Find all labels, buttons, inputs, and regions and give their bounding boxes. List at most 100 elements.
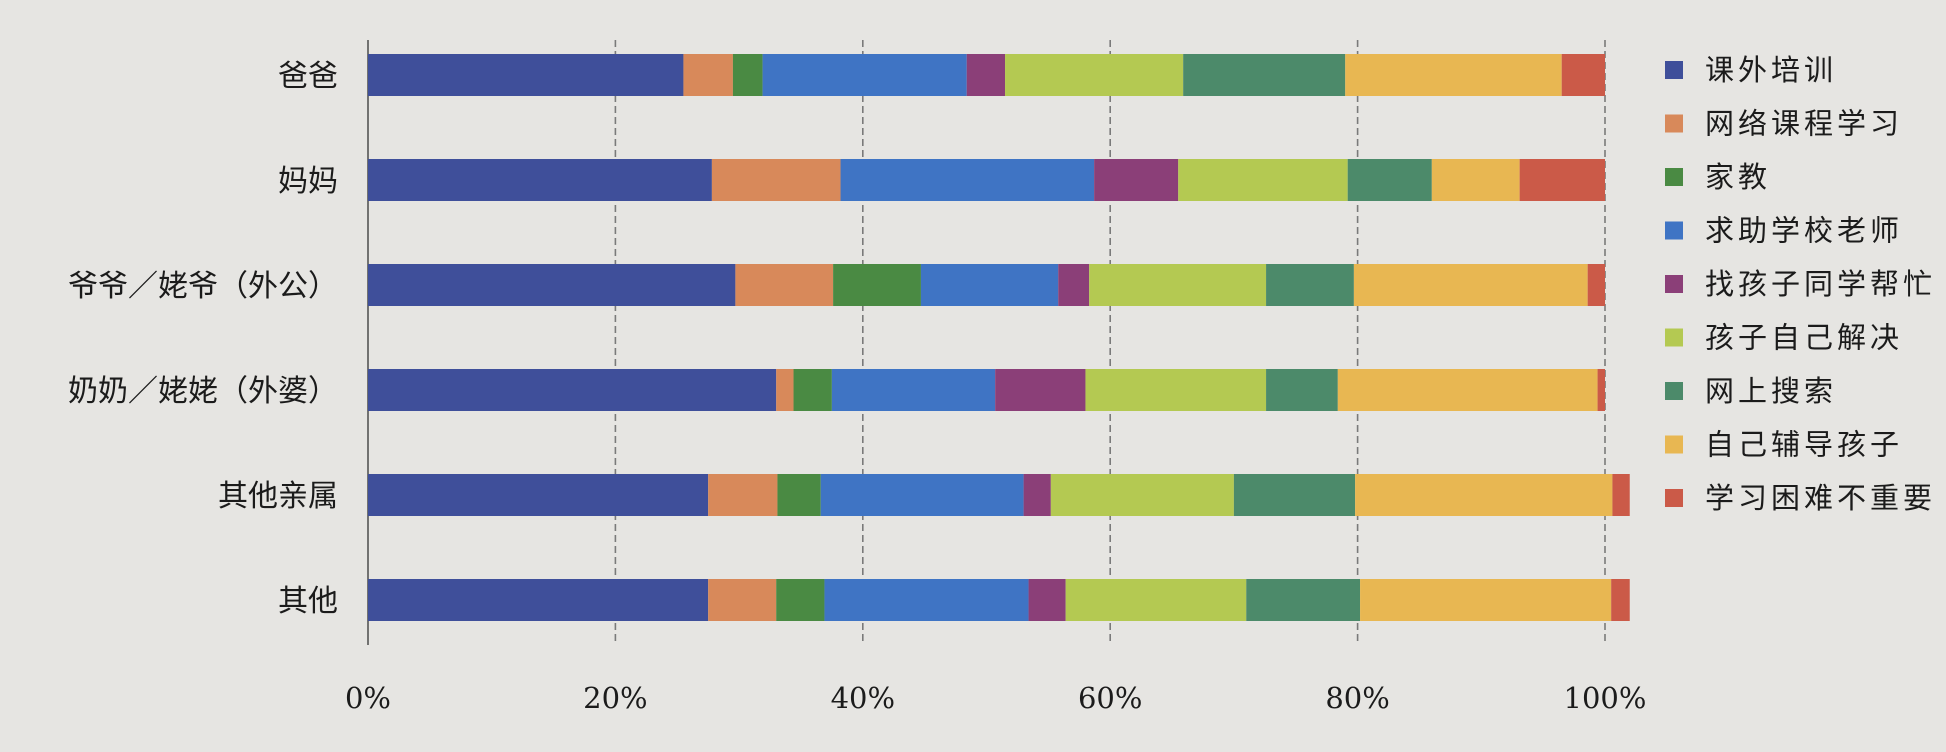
bar-segment <box>793 369 832 411</box>
x-tick-label: 0% <box>345 681 391 715</box>
bar-segment <box>1058 264 1090 306</box>
legend: 课外培训网络课程学习家教求助学校老师找孩子同学帮忙孩子自己解决网上搜索自己辅导孩… <box>1665 53 1936 515</box>
bar-segment <box>920 264 1059 306</box>
bar-segment <box>732 54 763 96</box>
bar-row <box>368 159 1605 201</box>
legend-label: 网上搜索 <box>1705 374 1837 408</box>
bar-segment <box>1183 54 1346 96</box>
x-axis-ticks: 0% 20% 40% 60% 80% 100% <box>345 681 1646 715</box>
legend-swatch <box>1665 435 1683 454</box>
bar-segment <box>1246 579 1361 621</box>
legend-item: 学习困难不重要 <box>1665 481 1936 515</box>
bar-segment <box>1353 264 1588 306</box>
bar-segment <box>1360 579 1612 621</box>
bar-segment <box>1005 54 1184 96</box>
bar-segment <box>368 579 709 621</box>
bar-segment <box>368 54 684 96</box>
bar-segment <box>1519 159 1605 201</box>
x-tick-label: 40% <box>831 681 895 715</box>
bar-segment <box>1089 264 1267 306</box>
bar-segment <box>708 579 777 621</box>
bar-segment <box>708 474 778 516</box>
legend-swatch <box>1665 489 1683 507</box>
legend-label: 孩子自己解决 <box>1705 321 1903 355</box>
x-tick-label: 100% <box>1564 681 1647 715</box>
bar-segment <box>1612 474 1630 516</box>
bar-segment <box>1085 369 1267 411</box>
bar-segment <box>1028 579 1066 621</box>
bar-segment <box>966 54 1006 96</box>
legend-swatch <box>1665 114 1683 133</box>
bar-segment <box>1611 579 1630 621</box>
bar-segment <box>833 264 921 306</box>
bar-segment <box>1023 474 1051 516</box>
legend-item: 求助学校老师 <box>1665 214 1903 248</box>
legend-label: 学习困难不重要 <box>1705 481 1936 515</box>
bar-segment <box>1178 159 1348 201</box>
legend-item: 网上搜索 <box>1665 374 1837 408</box>
bar-segment <box>820 474 1024 516</box>
legend-item: 自己辅导孩子 <box>1665 428 1903 462</box>
bar-segment <box>1347 159 1432 201</box>
legend-swatch <box>1665 328 1683 347</box>
bars <box>368 54 1630 621</box>
bar-segment <box>1337 369 1598 411</box>
category-label: 其他 <box>278 584 338 619</box>
bar-segment <box>1355 474 1613 516</box>
category-label: 其他亲属 <box>218 479 338 514</box>
bar-segment <box>824 579 1029 621</box>
bar-row <box>368 369 1605 411</box>
legend-item: 孩子自己解决 <box>1665 321 1903 355</box>
x-tick-label: 80% <box>1325 681 1389 715</box>
bar-segment <box>711 159 841 201</box>
legend-swatch <box>1665 221 1683 240</box>
category-label: 爸爸 <box>278 59 338 94</box>
bar-segment <box>776 369 794 411</box>
legend-item: 家教 <box>1665 160 1771 194</box>
bar-segment <box>368 369 777 411</box>
legend-label: 课外培训 <box>1705 53 1837 87</box>
bar-segment <box>1597 369 1605 411</box>
legend-item: 课外培训 <box>1665 53 1837 87</box>
legend-swatch <box>1665 61 1683 79</box>
x-tick-label: 20% <box>583 681 647 715</box>
bar-segment <box>1587 264 1605 306</box>
bar-segment <box>1094 159 1179 201</box>
legend-item: 网络课程学习 <box>1665 107 1903 141</box>
bar-segment <box>762 54 967 96</box>
bar-segment <box>840 159 1095 201</box>
legend-label: 自己辅导孩子 <box>1705 428 1903 462</box>
bar-segment <box>1266 264 1354 306</box>
category-label: 奶奶／姥姥（外婆） <box>68 374 338 409</box>
category-label: 爷爷／姥爷（外公） <box>68 269 338 304</box>
bar-segment <box>995 369 1086 411</box>
bar-row <box>368 54 1605 96</box>
bar-segment <box>1065 579 1247 621</box>
legend-swatch <box>1665 275 1683 293</box>
bar-segment <box>1345 54 1562 96</box>
bar-segment <box>776 579 825 621</box>
bar-row <box>368 474 1630 516</box>
bar-segment <box>1233 474 1356 516</box>
bar-segment <box>735 264 834 306</box>
bar-segment <box>777 474 821 516</box>
bar-segment <box>831 369 996 411</box>
legend-label: 求助学校老师 <box>1705 214 1903 248</box>
legend-label: 网络课程学习 <box>1705 107 1903 141</box>
bar-segment <box>368 474 709 516</box>
bar-row <box>368 264 1605 306</box>
legend-swatch <box>1665 168 1683 186</box>
bar-segment <box>368 264 736 306</box>
legend-label: 家教 <box>1705 160 1771 194</box>
bar-segment <box>1050 474 1234 516</box>
category-label: 妈妈 <box>278 164 338 199</box>
bar-row <box>368 579 1630 621</box>
bar-segment <box>368 159 712 201</box>
bar-segment <box>1561 54 1605 96</box>
legend-label: 找孩子同学帮忙 <box>1705 267 1936 301</box>
gridlines <box>367 40 1606 645</box>
bar-segment <box>683 54 733 96</box>
bar-segment <box>1431 159 1520 201</box>
